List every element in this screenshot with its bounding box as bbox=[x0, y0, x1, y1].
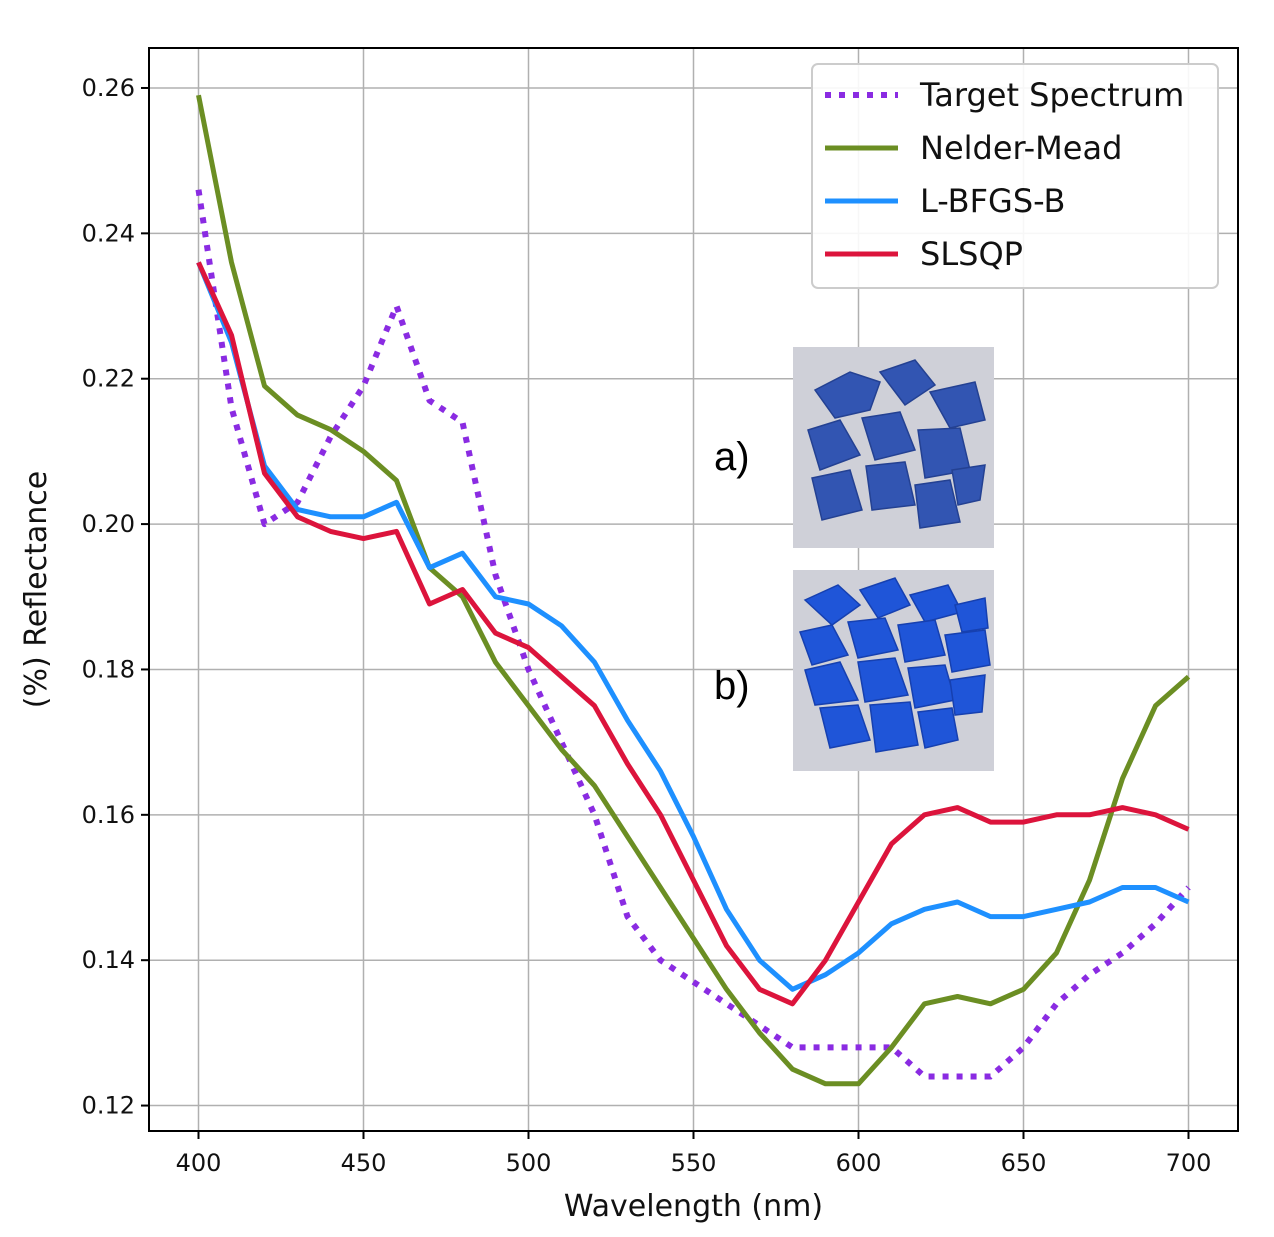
x-tick-label: 650 bbox=[1001, 1149, 1047, 1177]
y-tick-label: 0.20 bbox=[82, 510, 135, 538]
x-tick-label: 550 bbox=[671, 1149, 717, 1177]
legend-label: L-BFGS-B bbox=[920, 182, 1066, 220]
series-line-l-bfgs-b bbox=[196, 261, 1190, 992]
legend: Target Spectrum Nelder-Mead L-BFGS-B SLSQP bbox=[811, 63, 1219, 289]
legend-label: SLSQP bbox=[920, 235, 1023, 273]
y-tick-label: 0.24 bbox=[82, 219, 135, 247]
inset-photo-b bbox=[793, 570, 994, 771]
inset-photo-a bbox=[793, 347, 994, 548]
series-line-slsqp bbox=[196, 261, 1190, 1007]
y-tick-label: 0.14 bbox=[82, 946, 135, 974]
inset-label-b: b) bbox=[714, 664, 750, 708]
x-tick-label: 700 bbox=[1166, 1149, 1212, 1177]
x-tick-label: 450 bbox=[341, 1149, 387, 1177]
x-tick-label: 500 bbox=[506, 1149, 552, 1177]
y-tick-label: 0.16 bbox=[82, 801, 135, 829]
legend-frame bbox=[811, 63, 1219, 289]
series-line-target-spectrum bbox=[195, 189, 1191, 1080]
x-axis-label: Wavelength (nm) bbox=[564, 1189, 823, 1224]
y-axis-label: (%) Reflectance bbox=[19, 471, 54, 708]
y-tick-label: 0.26 bbox=[82, 74, 135, 102]
series-layer bbox=[195, 94, 1191, 1087]
x-tick-label: 400 bbox=[176, 1149, 222, 1177]
inset-label-a: a) bbox=[714, 435, 750, 479]
y-tick-label: 0.18 bbox=[82, 655, 135, 683]
y-tick-label: 0.12 bbox=[82, 1092, 135, 1120]
x-tick-label: 600 bbox=[836, 1149, 882, 1177]
legend-label: Nelder-Mead bbox=[920, 129, 1122, 167]
series-line-nelder-mead bbox=[196, 94, 1191, 1087]
legend-label: Target Spectrum bbox=[919, 76, 1184, 114]
axis-ticks: 400 450 500 550 600 650 700 0.12 0.14 0.16 0.18 0.2… bbox=[82, 74, 1212, 1177]
y-tick-label: 0.22 bbox=[82, 365, 135, 393]
